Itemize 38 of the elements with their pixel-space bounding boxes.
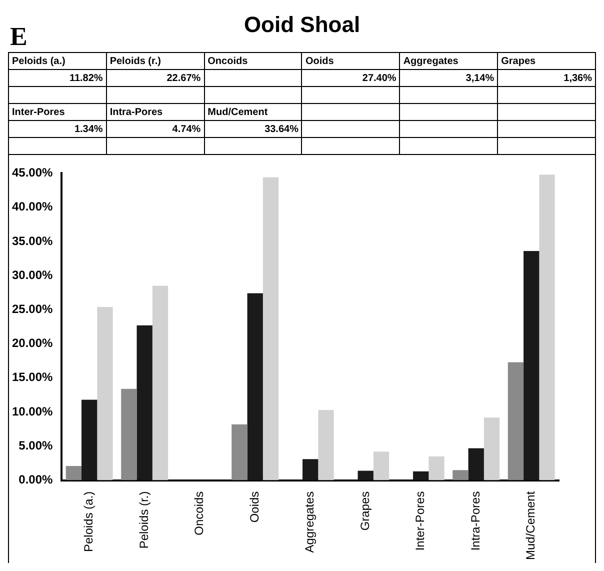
y-tick-label: 45.00% — [12, 166, 54, 180]
x-tick-label: Intra-Pores — [468, 491, 482, 551]
chart-title: Ooid Shoal — [244, 12, 360, 37]
text: 3,14% — [400, 70, 498, 86]
category-label: Oncoids — [208, 56, 248, 66]
y-tick-label: 10.00% — [12, 404, 54, 418]
x-tick-label: Peloids (r.) — [136, 491, 151, 549]
text: 33.64% — [204, 120, 302, 138]
category-label: Peloids (r.) — [110, 56, 161, 66]
y-tick-label: 30.00% — [12, 268, 54, 282]
text: 4.74% — [106, 120, 204, 138]
y-tick-label: 0.00% — [18, 472, 54, 487]
text: 22.67% — [106, 70, 204, 86]
text: 1.34% — [8, 120, 106, 138]
x-tick-label: Grapes — [358, 491, 372, 531]
category-label: Inter-Pores — [12, 106, 65, 118]
x-tick-label: Oncoids — [192, 491, 206, 536]
category-label: Mud/Cement — [208, 106, 268, 118]
y-tick-label: 15.00% — [12, 370, 54, 384]
x-tick-label: Inter-Pores — [413, 491, 428, 551]
text: 27.40% — [302, 70, 400, 86]
x-tick-label: Ooids — [247, 491, 262, 523]
category-label: Grapes — [501, 56, 536, 66]
category-label: Ooids — [305, 56, 334, 66]
text: 11.82% — [8, 70, 106, 86]
text: 1,36% — [498, 70, 596, 86]
category-label: Peloids (a.) — [12, 56, 66, 66]
x-tick-label: Aggregates — [302, 491, 317, 553]
category-label: Aggregates — [403, 56, 458, 66]
category-label: Intra-Pores — [110, 106, 163, 118]
y-tick-label: 35.00% — [12, 234, 54, 248]
y-tick-label: 25.00% — [12, 302, 54, 316]
y-tick-label: 5.00% — [18, 438, 54, 452]
x-tick-label: Mud/Cement — [524, 490, 538, 560]
y-tick-label: 20.00% — [12, 336, 54, 350]
x-tick-label: Peloids (a.) — [82, 491, 96, 552]
text: E — [10, 22, 28, 52]
y-tick-label: 40.00% — [12, 200, 54, 214]
